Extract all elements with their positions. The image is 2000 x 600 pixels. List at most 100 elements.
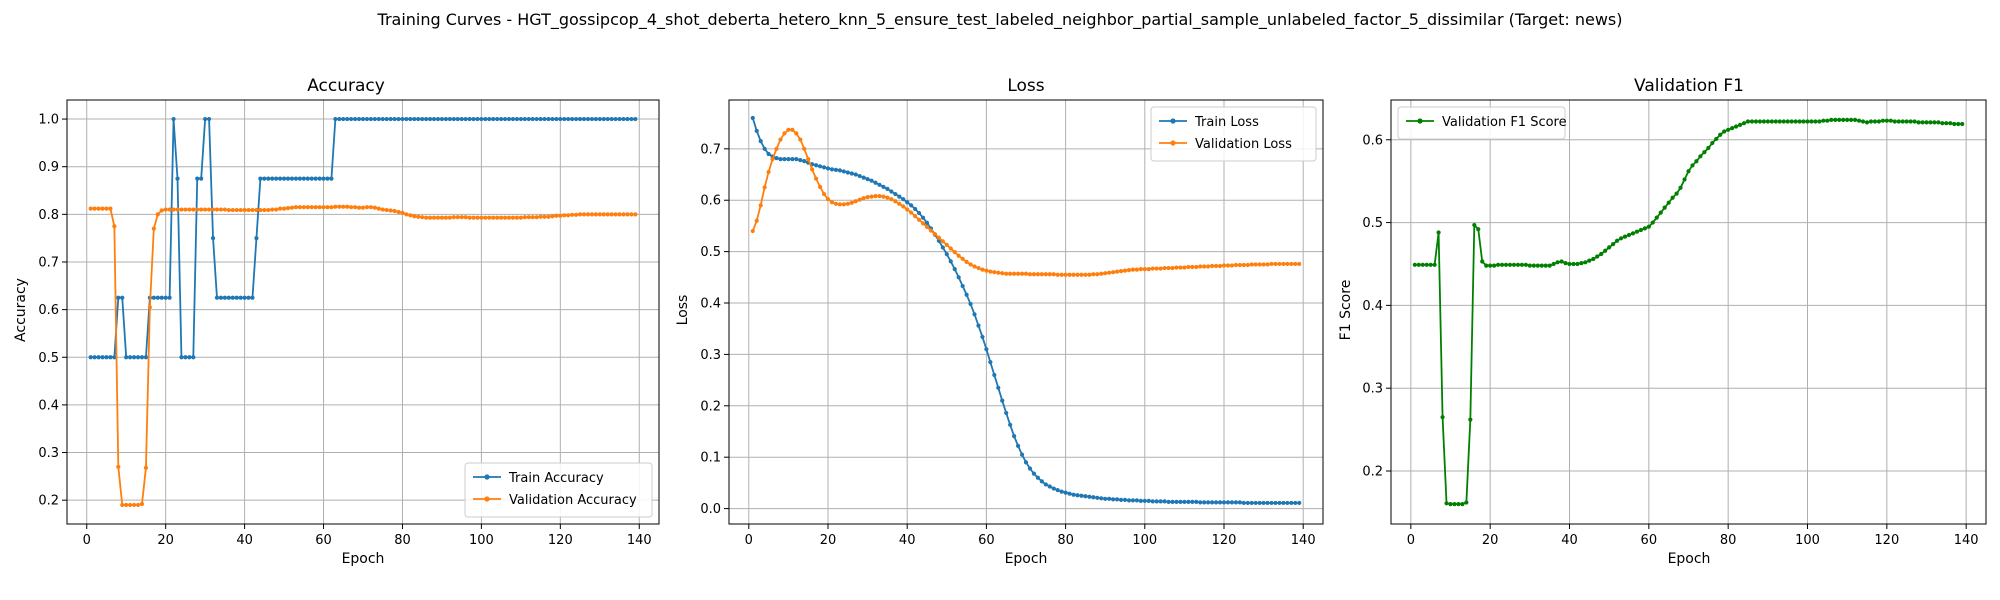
data-point [1249,262,1254,267]
data-point [1142,266,1147,272]
data-point [297,205,302,210]
data-point [810,167,815,172]
data-point [1158,266,1163,271]
data-point [270,176,275,181]
data-point [802,159,807,164]
legend-box [1150,106,1317,162]
data-point [230,207,235,213]
data-point [270,207,275,212]
data-point [301,205,306,210]
data-point [1087,272,1092,277]
series-group [750,115,1302,506]
data-point [183,207,188,212]
data-point [1174,265,1179,270]
data-point [577,212,583,217]
data-point [1507,262,1513,267]
data-point [1075,272,1080,277]
data-point [897,194,902,199]
data-point [1765,119,1770,124]
data-point [506,116,512,122]
data-point [112,224,117,229]
data-point [1622,234,1628,239]
data-point [1801,119,1806,124]
data-point [538,116,543,122]
data-point [522,116,527,122]
data-point [1004,271,1009,276]
data-point [1241,500,1246,506]
data-point [1261,262,1266,267]
x-tick-label: 0 [83,533,91,548]
data-point [857,173,862,179]
data-point [404,116,409,122]
x-tick-label: 120 [1874,533,1899,548]
data-point [431,215,437,220]
data-point [349,116,354,122]
data-point [786,157,791,162]
y-axis-label: Loss [675,295,691,326]
data-point [794,157,799,162]
data-point [984,268,989,273]
data-point [345,204,350,209]
data-point [530,116,535,122]
data-point [187,355,192,360]
data-point [546,214,551,219]
data-point [885,186,890,192]
data-point [1670,195,1675,200]
x-tick-label: 80 [394,533,411,548]
data-point [562,116,567,122]
data-point [293,205,299,210]
data-point [88,206,93,211]
data-point [262,207,267,213]
data-point [1031,272,1037,277]
data-point [187,207,192,212]
data-point [1150,266,1155,271]
data-point [1249,500,1254,506]
data-point [1821,118,1826,123]
data-point [1293,261,1298,267]
data-point [1638,227,1643,233]
data-point [996,270,1001,275]
data-point [1138,266,1143,272]
data-point [175,207,180,212]
x-tick-label: 120 [1212,533,1237,548]
data-point [964,259,969,264]
data-point [1690,163,1695,168]
data-point [952,266,957,272]
data-point [1015,443,1021,448]
data-point [1182,499,1187,504]
data-point [1217,500,1223,505]
legend-label: Validation Accuracy [509,493,637,508]
data-point [285,206,291,211]
data-point [817,184,823,189]
data-point [1456,502,1461,507]
data-point [1611,241,1616,247]
x-axis-label: Epoch [1005,551,1048,567]
chart-accuracy: Accuracy Epoch Accuracy 0 20 40 60 80 100 120 1… [13,76,660,567]
data-point [376,116,381,122]
data-point [1531,263,1536,268]
data-point [313,176,318,181]
data-point [281,206,287,211]
data-point [1194,499,1199,504]
data-point [1043,482,1048,487]
data-point [1138,498,1143,503]
data-point [566,116,571,122]
data-point [439,116,445,122]
data-point [1114,269,1120,274]
data-point [574,212,579,217]
data-point [124,502,129,508]
data-point [1059,489,1064,494]
data-point [1221,500,1227,505]
data-point [570,212,575,217]
x-tick-label: 60 [978,533,995,548]
data-point [1186,264,1191,270]
data-point [384,207,389,213]
data-point [920,221,926,226]
data-point [948,259,953,264]
data-point [562,213,567,218]
data-point [278,176,283,181]
data-point [526,215,531,220]
data-point [1289,261,1294,267]
data-point [1515,262,1521,267]
data-point [1868,119,1874,124]
